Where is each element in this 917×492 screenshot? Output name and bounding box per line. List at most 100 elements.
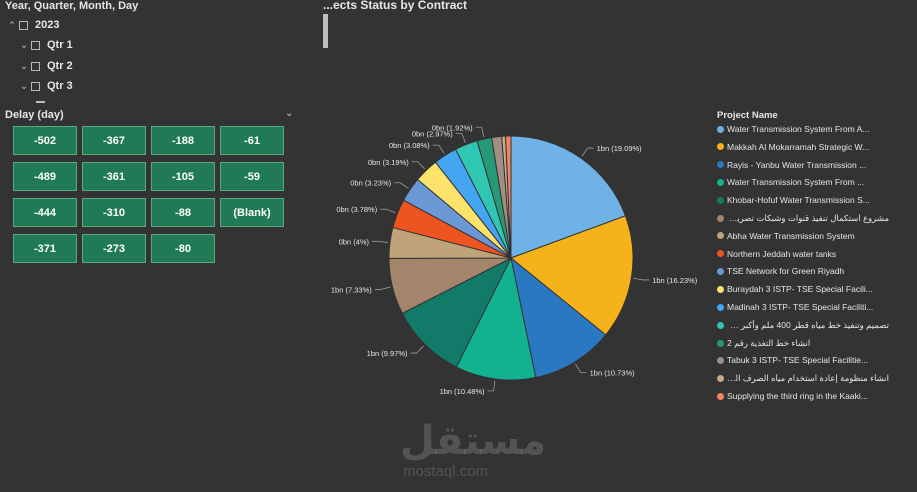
legend-item[interactable]: Supplying the third ring in the Kaaki... [717, 391, 889, 401]
legend-label: انشاء خط التغذية رقم 2 [727, 337, 811, 348]
legend-item[interactable]: انشاء منظومة إعادة استخدام مياه الصرف ال… [717, 373, 889, 384]
delay-slicer-title: Delay (day) [5, 109, 64, 121]
pie-slice[interactable] [510, 215, 634, 336]
legend-label: Makkah Al Mokarramah Strategic W... [727, 141, 870, 152]
legend-label: Northern Jeddah water tanks [727, 248, 837, 259]
pie-data-label: 0bn (1.92%) [432, 123, 473, 132]
date-slicer-scrollbar[interactable] [36, 101, 45, 103]
pie-slice[interactable] [455, 256, 537, 381]
legend-item[interactable]: Madinah 3 ISTP- TSE Special Faciliti... [717, 302, 889, 312]
checkbox[interactable] [19, 20, 28, 30]
visual-scrollbar[interactable] [323, 14, 328, 48]
legend-marker [717, 196, 724, 204]
legend-label: Abha Water Transmission System [727, 230, 855, 241]
legend-item[interactable]: Tabuk 3 ISTP- TSE Special Facilitie... [717, 355, 889, 365]
pie-slice[interactable] [510, 135, 627, 259]
legend-label: Khobar-Hofuf Water Transmission S... [727, 195, 870, 206]
legend-label: Rayis - Yanbu Water Transmission ... [727, 159, 867, 170]
delay-tile[interactable]: -502 [13, 126, 77, 155]
legend-label: Water Transmission System From ... [727, 177, 865, 188]
date-slicer-label: Qtr 2 [47, 60, 73, 72]
date-slicer-label: 2023 [35, 19, 60, 31]
pie-leader-line [372, 240, 389, 243]
delay-tile[interactable]: -444 [13, 198, 77, 227]
date-slicer-item-2023[interactable]: ⌃ 2023 [5, 19, 59, 31]
pie-leader-line [475, 126, 485, 138]
date-slicer-label: Qtr 1 [47, 39, 73, 51]
legend-label: Madinah 3 ISTP- TSE Special Faciliti... [727, 302, 874, 312]
delay-tile[interactable]: -80 [151, 234, 215, 263]
delay-tile[interactable]: -105 [151, 162, 215, 191]
legend-marker [717, 215, 724, 222]
chart-title: ...ects Status by Contract [323, 0, 468, 12]
legend-marker [717, 267, 724, 275]
legend-item[interactable]: Water Transmission System From ... [717, 177, 889, 187]
pie-data-label: 0bn (2.97%) [412, 129, 453, 138]
checkbox[interactable] [31, 40, 40, 50]
legend-item[interactable]: مشروع استكمال تنفيذ قنوات وشبكات تصريف م… [717, 213, 889, 224]
legend-label: تصميم وتنفيذ خط مياه قطر 400 ملم وأكبر م… [727, 319, 889, 330]
legend-item[interactable]: TSE Network for Green Riyadh [717, 266, 889, 276]
delay-tile[interactable]: (Blank) [220, 198, 284, 227]
delay-tile[interactable]: -361 [82, 162, 146, 191]
pie-leader-line [411, 161, 426, 170]
pie-data-label: 0bn (3.08%) [389, 141, 430, 150]
legend-item[interactable]: Rayis - Yanbu Water Transmission ... [717, 160, 889, 170]
legend-item[interactable]: Buraydah 3 ISTP- TSE Special Facili... [717, 284, 889, 294]
date-slicer-item-qtr2[interactable]: ⌄ Qtr 2 [17, 60, 73, 72]
legend-marker [717, 375, 724, 383]
pie-data-label: 0bn (3.78%) [336, 205, 377, 214]
legend-marker [717, 321, 724, 329]
pie-slice[interactable] [505, 135, 512, 259]
date-slicer-item-qtr3[interactable]: ⌄ Qtr 3 [17, 80, 72, 92]
date-slicer-item-qtr1[interactable]: ⌄ Qtr 1 [17, 39, 73, 51]
legend-item[interactable]: تصميم وتنفيذ خط مياه قطر 400 ملم وأكبر م… [717, 320, 889, 331]
delay-tile[interactable]: -88 [151, 198, 215, 227]
delay-tile[interactable]: -61 [220, 126, 284, 155]
pie-chart: 1bn (19.09%) 1bn (16.23%) 1bn (10.73%) 1bn … [331, 123, 698, 396]
chevron-down-icon[interactable]: ⌄ [20, 80, 28, 91]
legend-marker [717, 250, 724, 258]
pie-data-label: 1bn (19.09%) [597, 144, 643, 153]
delay-tile[interactable]: -188 [151, 126, 215, 155]
legend-label: Tabuk 3 ISTP- TSE Special Facilitie... [727, 355, 869, 366]
delay-tile[interactable]: -367 [82, 126, 146, 155]
chevron-down-icon[interactable]: ⌄ [285, 108, 294, 119]
legend-marker [717, 285, 724, 293]
chevron-down-icon[interactable]: ⌄ [20, 39, 28, 50]
pie-leader-line [432, 144, 445, 154]
legend-item[interactable]: Water Transmission System From A... [717, 124, 889, 134]
checkbox[interactable] [31, 61, 40, 71]
legend-item[interactable]: Makkah Al Mokarramah Strategic W... [717, 142, 889, 152]
pie-data-label: 0bn (3.19%) [368, 158, 409, 167]
legend-marker [717, 143, 724, 151]
legend-item[interactable]: Northern Jeddah water tanks [717, 249, 889, 259]
legend-marker [717, 303, 724, 311]
legend-marker [717, 232, 724, 240]
pie-slice[interactable] [401, 256, 513, 368]
legend-item[interactable]: Khobar-Hofuf Water Transmission S... [717, 195, 889, 205]
legend-item[interactable]: انشاء خط التغذية رقم 2 [717, 338, 889, 349]
legend-marker [717, 125, 724, 133]
delay-tile[interactable]: -59 [220, 162, 284, 191]
pie-data-label: 1bn (16.23%) [652, 276, 698, 285]
legend-marker [717, 356, 724, 364]
chevron-down-icon[interactable]: ⌄ [20, 60, 28, 71]
pie-leader-line [374, 286, 391, 290]
legend-label: Water Transmission System From A... [727, 124, 870, 134]
pie-slice[interactable] [510, 256, 607, 379]
chevron-up-icon[interactable]: ⌃ [8, 19, 16, 30]
legend-label: مشروع استكمال تنفيذ قنوات وشبكات تصريف م… [727, 213, 889, 223]
pie-leader-line [394, 182, 409, 189]
delay-tile[interactable]: -371 [13, 234, 77, 263]
delay-tile[interactable]: -273 [82, 234, 146, 263]
pie-leader-line [380, 208, 396, 214]
delay-tile[interactable]: -310 [82, 198, 146, 227]
delay-tile[interactable]: -489 [13, 162, 77, 191]
legend-marker [717, 178, 724, 186]
legend-item[interactable]: Abha Water Transmission System [717, 231, 889, 241]
pie-leader-line [455, 132, 466, 143]
watermark-logo: مستقل [400, 418, 547, 464]
legend-marker [717, 392, 724, 400]
checkbox[interactable] [31, 81, 40, 91]
